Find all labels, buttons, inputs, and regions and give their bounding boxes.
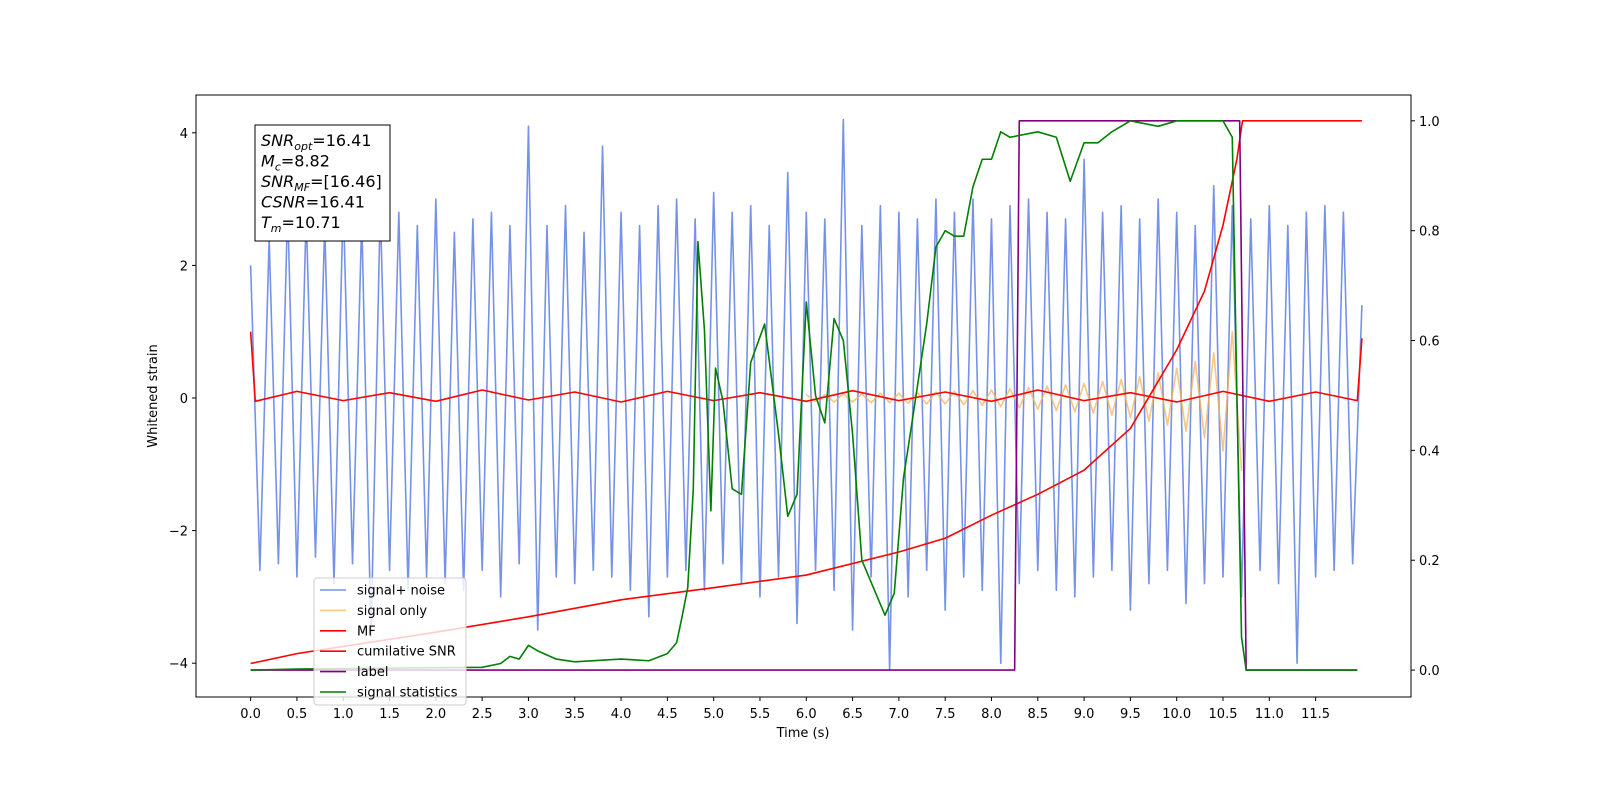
annotation-line: Mc=8.82 — [261, 152, 330, 174]
x-tick-label: 3.0 — [518, 707, 539, 722]
series-line — [805, 330, 1243, 471]
series-line — [249, 118, 1363, 671]
x-tick-label: 8.0 — [981, 707, 1002, 722]
x-tick-label: 0.5 — [287, 707, 308, 722]
x-tick-label: 5.5 — [750, 707, 771, 722]
legend: signal+ noise signal only MF cumilative SNR… — [313, 577, 467, 706]
legend-label: label — [357, 665, 388, 680]
x-tick-label: 11.5 — [1301, 707, 1330, 722]
y2-tick-label: 1.0 — [1419, 115, 1440, 130]
x-tick-label: 11.0 — [1255, 707, 1284, 722]
annotation-symbol: CSNR — [261, 193, 306, 212]
annotation-line: SNRopt=16.41 — [261, 131, 372, 153]
x-tick-label: 4.0 — [611, 707, 632, 722]
x-tick-label: 9.0 — [1074, 707, 1095, 722]
annotation-symbol: SNR — [261, 172, 294, 191]
annotation-subscript: c — [275, 161, 281, 174]
plot-frame — [195, 94, 1412, 698]
x-tick-label: 5.0 — [703, 707, 724, 722]
series-line — [249, 331, 1363, 403]
x-tick-label: 10.5 — [1209, 707, 1238, 722]
x-tick-label: 10.0 — [1162, 707, 1191, 722]
y-tick-label: 0 — [180, 392, 188, 407]
y-tick-label: 2 — [180, 259, 188, 274]
x-tick-label: 4.5 — [657, 707, 678, 722]
annotation-subscript: MF — [294, 181, 310, 194]
x-tick-label: 9.5 — [1120, 707, 1141, 722]
x-axis-label: Time (s) — [776, 726, 830, 741]
legend-frame — [313, 577, 467, 706]
x-tick-label: 2.5 — [472, 707, 493, 722]
annotation-line: Tm=10.71 — [261, 213, 341, 235]
annotation-subscript: opt — [294, 140, 313, 153]
annotation-line: CSNR=16.41 — [261, 193, 365, 212]
legend-label: MF — [357, 624, 376, 639]
y2-tick-label: 0.4 — [1419, 444, 1440, 459]
y-tick-label: −4 — [169, 657, 188, 672]
annotation-symbol: T — [261, 213, 272, 232]
annotation-value: =16.41 — [306, 193, 365, 212]
y2-tick-label: 0.2 — [1419, 554, 1440, 569]
x-tick-label: 7.0 — [889, 707, 910, 722]
annotation-value: =16.41 — [312, 131, 371, 150]
annotation-line: SNRMF=[16.46] — [261, 172, 382, 194]
annotation-symbol: SNR — [261, 131, 294, 150]
x-tick-label: 1.0 — [333, 707, 354, 722]
x-tick-label: 1.5 — [379, 707, 400, 722]
annotation-value: =10.71 — [282, 213, 341, 232]
annotation-frame — [254, 124, 391, 242]
series-line — [250, 120, 1358, 671]
legend-label: signal only — [357, 604, 427, 619]
annotation-value: =8.82 — [281, 152, 330, 171]
x-tick-label: 6.0 — [796, 707, 817, 722]
y-tick-label: 4 — [180, 127, 188, 142]
annotation-value: =[16.46] — [310, 172, 382, 191]
y2-tick-label: 0.8 — [1419, 225, 1440, 240]
y2-tick-label: 0.6 — [1419, 335, 1440, 350]
legend-label: cumilative SNR — [357, 645, 456, 660]
y-axis-label: Whitened strain — [146, 344, 161, 447]
y-tick-label: −2 — [169, 525, 188, 540]
x-tick-label: 8.5 — [1027, 707, 1048, 722]
legend-label: signal+ noise — [357, 584, 445, 599]
annotation-symbol: M — [261, 152, 275, 171]
annotation-box: SNRopt=16.41Mc=8.82SNRMF=[16.46]CSNR=16.… — [254, 124, 391, 242]
annotation-subscript: m — [271, 222, 282, 235]
x-tick-label: 7.5 — [935, 707, 956, 722]
x-tick-label: 6.5 — [842, 707, 863, 722]
x-tick-label: 0.0 — [240, 707, 261, 722]
legend-label: signal statistics — [357, 686, 458, 701]
y2-tick-label: 0.0 — [1419, 664, 1440, 679]
x-tick-label: 2.0 — [426, 707, 447, 722]
x-tick-label: 3.5 — [564, 707, 585, 722]
